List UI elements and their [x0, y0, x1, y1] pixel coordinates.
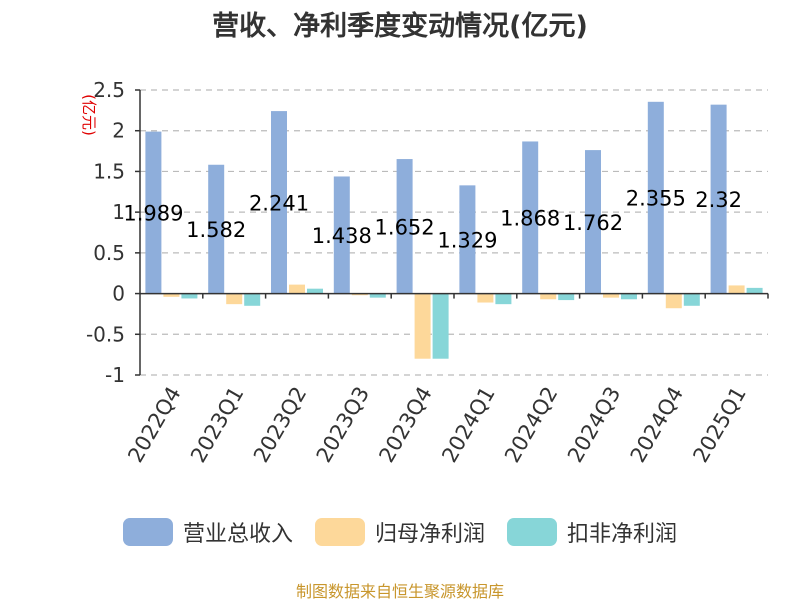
chart-title: 营收、净利季度变动情况(亿元) [212, 11, 588, 42]
data-label: 2.355 [626, 187, 686, 211]
y-tick-label: 1.5 [93, 159, 125, 183]
bar-扣非净利润-2022Q4 [181, 293, 198, 299]
x-tick-label: 2023Q1 [186, 383, 248, 467]
bar-营业总收入-2023Q4 [396, 159, 413, 294]
bar-归母净利润-2023Q4 [414, 293, 431, 359]
data-label: 1.329 [437, 228, 497, 252]
data-label: 1.582 [186, 218, 246, 242]
bar-营业总收入-2022Q4 [145, 131, 162, 294]
x-tick-label: 2024Q3 [563, 383, 625, 467]
bar-扣非净利润-2023Q1 [244, 293, 261, 306]
bar-归母净利润-2024Q4 [665, 293, 682, 309]
y-tick-label: 1 [112, 200, 125, 224]
y-tick-label: 2.5 [93, 78, 125, 102]
data-label: 2.32 [695, 188, 742, 212]
legend: 营业总收入 归母净利润 扣非净利润 [0, 516, 800, 548]
legend-swatch [314, 518, 365, 546]
bar-归母净利润-2023Q3 [351, 293, 368, 296]
legend-item[interactable]: 归母净利润 [314, 516, 485, 548]
bar-扣非净利润-2024Q4 [683, 293, 700, 306]
y-tick-label: 2 [112, 119, 125, 143]
bar-营业总收入-2024Q4 [647, 101, 664, 294]
bar-扣非净利润-2023Q2 [307, 288, 323, 294]
bar-扣非净利润-2025Q1 [746, 287, 763, 294]
source-note: 制图数据来自恒生聚源数据库 [295, 582, 504, 601]
data-label: 2.241 [249, 191, 309, 215]
y-tick-label: -0.5 [86, 322, 125, 346]
legend-item[interactable]: 扣非净利润 [507, 516, 677, 548]
x-tick-label: 2023Q4 [374, 382, 436, 466]
x-tick-label: 2023Q2 [249, 383, 311, 467]
data-label: 1.438 [312, 224, 372, 248]
bar-扣非净利润-2024Q2 [558, 293, 575, 301]
bar-归母净利润-2023Q1 [226, 293, 243, 305]
x-tick-label: 2024Q1 [437, 383, 499, 467]
legend-label: 扣非净利润 [567, 522, 678, 547]
x-tick-label: 2024Q2 [500, 383, 562, 467]
x-tick-label: 2025Q1 [688, 383, 750, 467]
bar-营业总收入-2024Q3 [585, 150, 601, 294]
bar-营业总收入-2024Q2 [522, 141, 539, 294]
bar-归母净利润-2024Q2 [540, 293, 557, 300]
legend-item[interactable]: 营业总收入 [122, 516, 293, 548]
bar-归母净利润-2022Q4 [163, 293, 180, 297]
data-label: 1.989 [123, 202, 183, 226]
bar-营业总收入-2025Q1 [710, 104, 727, 294]
bar-归母净利润-2025Q1 [728, 285, 745, 294]
legend-swatch [122, 518, 173, 546]
y-tick-label: -1 [105, 363, 125, 387]
bar-营业总收入-2023Q2 [271, 111, 287, 294]
bar-营业总收入-2023Q3 [333, 176, 350, 294]
y-axis-unit-label: (亿元) [80, 94, 98, 136]
legend-label: 归母净利润 [374, 522, 485, 547]
legend-label: 营业总收入 [182, 522, 293, 547]
x-tick-label: 2023Q3 [312, 383, 374, 467]
bar-扣非净利润-2023Q4 [432, 293, 449, 359]
x-tick-label: 2024Q4 [626, 383, 688, 467]
x-tick-label: 2022Q4 [123, 383, 185, 467]
y-tick-label: 0.5 [93, 241, 125, 265]
bar-营业总收入-2024Q1 [459, 185, 476, 294]
data-label: 1.762 [563, 211, 623, 235]
bar-归母净利润-2024Q1 [477, 293, 494, 303]
bar-扣非净利润-2023Q3 [369, 293, 386, 298]
data-label: 1.868 [500, 207, 560, 231]
bar-归母净利润-2023Q2 [289, 284, 305, 294]
legend-swatch [507, 518, 557, 546]
bar-扣非净利润-2024Q3 [621, 293, 637, 300]
bar-归母净利润-2024Q3 [603, 293, 619, 298]
y-tick-label: 0 [112, 282, 125, 306]
data-label: 1.652 [375, 215, 435, 239]
bar-扣非净利润-2024Q1 [495, 293, 512, 305]
bar-营业总收入-2023Q1 [208, 164, 225, 294]
